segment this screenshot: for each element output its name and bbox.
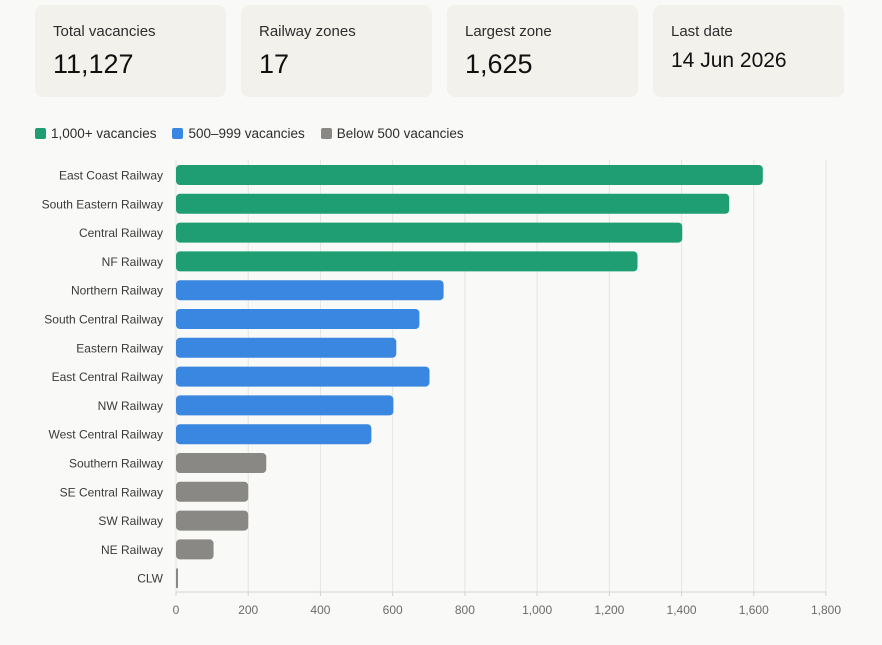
y-category-label: Northern Railway	[71, 284, 163, 298]
stat-value: 1,625	[465, 49, 533, 79]
y-category-label: NW Railway	[98, 399, 163, 413]
bar	[176, 251, 638, 272]
bar	[176, 510, 249, 531]
x-tick-label: 1,600	[739, 603, 769, 617]
legend-swatch	[35, 127, 46, 139]
y-category-label: Eastern Railway	[76, 341, 163, 355]
chart-legend: 1,000+ vacancies 500–999 vacancies Below…	[35, 124, 480, 142]
stat-label: Total vacancies	[53, 23, 156, 40]
x-tick-label: 1,400	[667, 603, 697, 617]
bar	[176, 366, 430, 387]
bar	[176, 539, 214, 560]
y-category-label: South Eastern Railway	[42, 197, 163, 211]
stat-card-railway-zones: Railway zones 17	[241, 5, 432, 97]
legend-label: Below 500 vacancies	[336, 125, 464, 141]
bar	[176, 193, 730, 214]
bar	[176, 337, 397, 358]
y-category-label: West Central Railway	[49, 428, 163, 442]
bar	[176, 481, 249, 502]
y-category-label: Southern Railway	[69, 457, 163, 471]
x-tick-label: 0	[173, 603, 180, 617]
x-tick-label: 200	[238, 603, 258, 617]
legend-label: 500–999 vacancies	[188, 125, 305, 141]
stat-label: Railway zones	[259, 23, 356, 40]
stat-label: Largest zone	[465, 23, 552, 40]
stats-cards: Total vacancies 11,127 Railway zones 17 …	[35, 5, 845, 97]
stat-value: 11,127	[53, 49, 134, 79]
stat-card-total-vacancies: Total vacancies 11,127	[35, 5, 226, 97]
bar	[176, 222, 683, 243]
stat-label: Last date	[671, 23, 733, 40]
bar	[176, 395, 394, 416]
bar	[176, 568, 178, 589]
y-category-label: Central Railway	[79, 226, 163, 240]
x-tick-label: 800	[455, 603, 475, 617]
y-category-label: NF Railway	[102, 255, 163, 269]
x-tick-label: 600	[383, 603, 403, 617]
bar	[176, 453, 267, 473]
x-tick-label: 1,800	[811, 603, 841, 617]
legend-item-1000-plus: 1,000+ vacancies	[35, 126, 156, 141]
legend-swatch	[320, 127, 332, 139]
x-tick-label: 400	[310, 603, 330, 617]
vacancies-bar-chart: 0 200 400 600 800 1,000 1,200 1,400 1,600 1,800 Ea…	[42, 160, 841, 617]
legend-swatch	[172, 127, 184, 139]
stat-card-largest-zone: Largest zone 1,625	[447, 5, 638, 97]
bar	[176, 165, 763, 185]
y-category-label: CLW	[137, 572, 163, 586]
x-tick-label: 1,200	[594, 603, 624, 617]
stat-value: 17	[259, 49, 290, 79]
y-category-label: South Central Railway	[44, 313, 163, 327]
y-category-label: East Central Railway	[52, 370, 163, 384]
legend-item-500-999: 500–999 vacancies	[172, 125, 305, 141]
legend-label: 1,000+ vacancies	[51, 125, 157, 141]
legend-item-below-500: Below 500 vacancies	[320, 125, 464, 141]
y-category-label: SW Railway	[98, 514, 163, 528]
bar	[176, 424, 372, 445]
bar	[176, 309, 420, 329]
y-category-label: NE Railway	[101, 543, 163, 557]
stat-value: 14 Jun 2026	[671, 49, 787, 72]
y-category-label: East Coast Railway	[59, 169, 163, 183]
x-tick-label: 1,000	[522, 603, 552, 617]
stat-card-last-date: Last date 14 Jun 2026	[653, 5, 844, 97]
y-category-label: SE Central Railway	[60, 485, 163, 499]
bar	[176, 280, 444, 301]
